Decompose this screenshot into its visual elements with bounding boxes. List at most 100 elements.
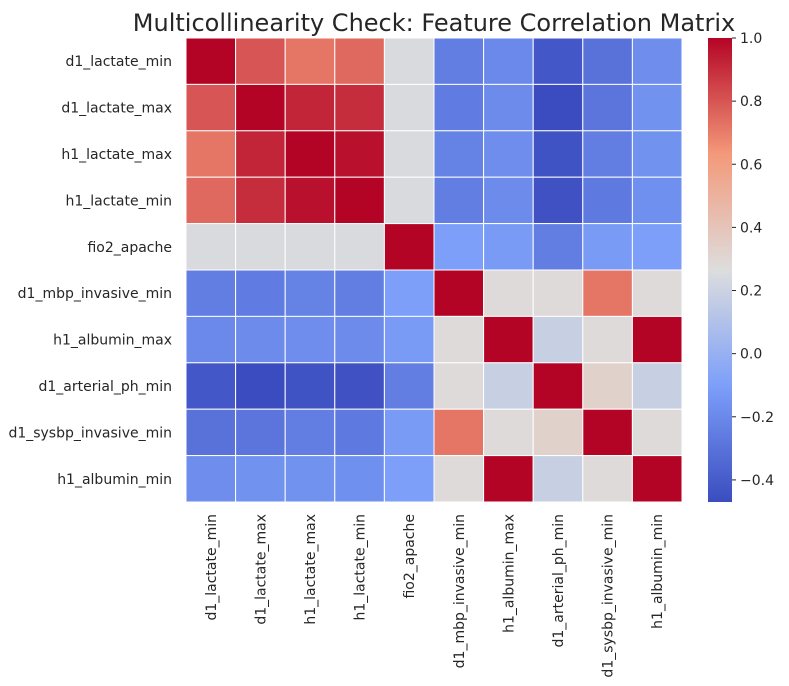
heatmap-cells <box>185 37 683 503</box>
colorbar-tick-label: 0.6 <box>740 157 762 173</box>
heatmap-cell <box>631 455 683 503</box>
heatmap-cell <box>631 37 683 85</box>
heatmap-cell <box>483 37 534 85</box>
heatmap-cell <box>532 315 584 364</box>
colorbar: 1.0 0.8 0.6 0.4 0.2 0.0 −0.2 −0.4 <box>708 31 774 502</box>
heatmap-cell <box>631 83 683 132</box>
heatmap-cell <box>383 176 435 225</box>
heatmap-cell <box>532 362 584 410</box>
heatmap-cell <box>383 37 435 85</box>
column-label: h1_albumin_max <box>501 514 517 633</box>
heatmap-cell <box>284 408 336 457</box>
row-label: d1_arterial_ph_min <box>38 379 172 395</box>
heatmap-cell <box>383 83 435 132</box>
heatmap-cell <box>235 223 286 271</box>
heatmap-cell <box>284 455 336 503</box>
heatmap-cell <box>582 269 633 317</box>
heatmap-cell <box>483 362 534 410</box>
heatmap-cell <box>334 362 385 410</box>
heatmap-cell <box>383 269 435 317</box>
heatmap-cell <box>383 130 435 178</box>
colorbar-tick-label: 1.0 <box>740 31 762 47</box>
heatmap-cell <box>235 269 286 317</box>
heatmap-cell <box>433 37 485 85</box>
colorbar-gradient <box>708 38 732 502</box>
heatmap-cell <box>582 408 633 457</box>
heatmap-cell <box>433 176 485 225</box>
row-label: h1_albumin_max <box>53 333 172 349</box>
row-label: d1_lactate_min <box>65 54 172 70</box>
column-label: d1_arterial_ph_min <box>551 514 567 648</box>
heatmap-cell <box>235 83 286 132</box>
heatmap-cell <box>185 223 237 271</box>
heatmap-cell <box>582 455 633 503</box>
heatmap-cell <box>483 176 534 225</box>
heatmap-cell <box>532 223 584 271</box>
heatmap-cell <box>284 223 336 271</box>
heatmap-cell <box>334 315 385 364</box>
heatmap-cell <box>433 130 485 178</box>
heatmap-cell <box>483 408 534 457</box>
colorbar-tick-label: 0.2 <box>740 284 762 300</box>
colorbar-tick-label: 0.4 <box>740 220 762 236</box>
heatmap-cell <box>284 269 336 317</box>
heatmap-cell <box>284 315 336 364</box>
heatmap-cell <box>631 176 683 225</box>
heatmap-cell <box>483 455 534 503</box>
heatmap-cell <box>284 130 336 178</box>
heatmap-cell <box>383 223 435 271</box>
heatmap-cell <box>582 83 633 132</box>
heatmap-cell <box>582 223 633 271</box>
row-label: d1_mbp_invasive_min <box>18 286 172 302</box>
column-label: h1_lactate_max <box>303 514 319 625</box>
column-label: fio2_apache <box>402 514 418 599</box>
heatmap-cell <box>334 223 385 271</box>
heatmap-cell <box>334 269 385 317</box>
row-label: h1_albumin_min <box>57 472 172 488</box>
heatmap-cell <box>185 176 237 225</box>
heatmap-cell <box>185 269 237 317</box>
row-label: fio2_apache <box>87 240 172 256</box>
heatmap-cell <box>433 269 485 317</box>
heatmap-cell <box>433 455 485 503</box>
heatmap-cell <box>235 362 286 410</box>
colorbar-tick-label: 0.8 <box>740 94 762 110</box>
heatmap-cell <box>631 269 683 317</box>
heatmap-cell <box>532 83 584 132</box>
heatmap-cell <box>532 130 584 178</box>
heatmap-cell <box>631 130 683 178</box>
heatmap-cell <box>631 315 683 364</box>
row-labels: d1_lactate_min d1_lactate_max h1_lactate_m… <box>8 54 172 488</box>
heatmap-cell <box>483 223 534 271</box>
heatmap-cell <box>483 269 534 317</box>
heatmap-cell <box>284 37 336 85</box>
column-labels: d1_lactate_min d1_lactate_max h1_lactate_m… <box>204 514 666 678</box>
heatmap-cell <box>433 223 485 271</box>
row-label: h1_lactate_min <box>65 193 172 209</box>
heatmap-cell <box>284 176 336 225</box>
heatmap-cell <box>185 83 237 132</box>
colorbar-tick-label: −0.2 <box>740 410 774 426</box>
heatmap-cell <box>235 176 286 225</box>
heatmap-cell <box>185 130 237 178</box>
column-label: d1_lactate_min <box>204 514 220 621</box>
heatmap-cell <box>185 408 237 457</box>
heatmap-cell <box>433 83 485 132</box>
heatmap-cell <box>383 455 435 503</box>
heatmap-cell <box>433 408 485 457</box>
heatmap-cell <box>284 83 336 132</box>
colorbar-tick-label: −0.4 <box>740 473 774 489</box>
heatmap-cell <box>235 37 286 85</box>
heatmap-cell <box>383 315 435 364</box>
heatmap-cell <box>483 315 534 364</box>
heatmap-cell <box>334 408 385 457</box>
heatmap-cell <box>334 83 385 132</box>
heatmap-cell <box>383 362 435 410</box>
heatmap-cell <box>185 455 237 503</box>
heatmap-cell <box>631 362 683 410</box>
column-label: h1_lactate_min <box>353 514 369 621</box>
heatmap-cell <box>483 83 534 132</box>
heatmap-cell <box>582 315 633 364</box>
heatmap-cell <box>532 408 584 457</box>
